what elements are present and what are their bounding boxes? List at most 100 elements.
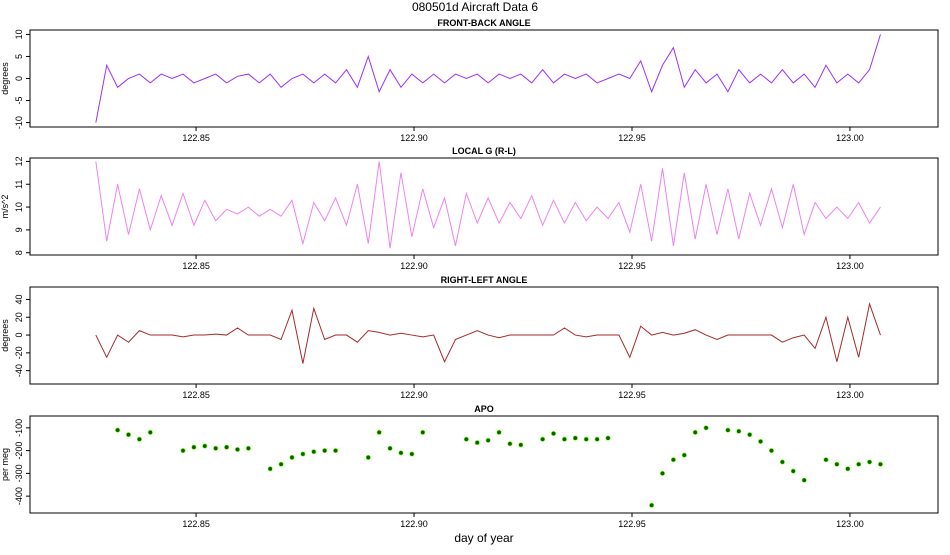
y-tick-label: -300 [14,464,24,482]
x-tick-label: 123.00 [836,519,864,529]
plot-frame [29,157,939,256]
panel-title: FRONT-BACK ANGLE [437,18,530,28]
data-point [725,427,731,433]
data-point [213,445,219,451]
data-point [311,449,317,455]
y-axis-label: m/s^2 [0,195,10,219]
y-tick-label: 40 [14,294,24,304]
data-point [605,435,611,441]
data-point [823,457,829,463]
x-tick-label: 122.85 [182,390,210,400]
y-tick-label: 10 [14,29,24,39]
data-point [758,439,764,445]
y-tick-label: 5 [14,54,24,59]
x-tick-label: 122.90 [400,519,428,529]
figure-title: 080501d Aircraft Data 6 [412,0,538,14]
panel-title: LOCAL G (R-L) [452,146,516,156]
data-point [126,432,132,438]
y-tick-label: 9 [14,227,24,232]
y-tick-label: 20 [14,312,24,322]
data-point [518,442,524,448]
data-point [147,429,153,435]
data-line [95,34,881,123]
y-tick-label: 10 [14,202,24,212]
data-point [224,444,230,450]
y-tick-label: 8 [14,250,24,255]
data-point [180,448,186,454]
y-tick-label: -5 [14,97,24,105]
data-point [583,436,589,442]
x-tick-label: 122.95 [618,519,646,529]
data-point [877,461,883,467]
data-point [398,450,404,456]
y-axis-label: per meg [0,448,10,481]
x-axis-label: day of year [454,531,513,545]
data-point [703,425,709,431]
data-point [507,441,513,447]
data-point [234,446,240,452]
x-tick-label: 122.95 [618,133,646,143]
panel: FRONT-BACK ANGLE degrees 122.85 122.90 122.9… [0,18,939,143]
x-tick-label: 123.00 [836,261,864,271]
data-point [136,436,142,442]
y-tick-label: -100 [14,419,24,437]
x-tick-label: 122.85 [182,519,210,529]
data-point [594,436,600,442]
data-point [267,466,273,472]
y-tick-label: -200 [14,442,24,460]
data-point [561,436,567,442]
y-tick-label: -400 [14,487,24,505]
data-point [551,431,557,437]
x-tick-label: 123.00 [836,133,864,143]
data-point [496,429,502,435]
data-point [202,443,208,449]
data-point [540,436,546,442]
data-point [801,477,807,483]
data-line [95,161,881,249]
y-tick-label: -20 [14,346,24,359]
data-point [115,427,121,433]
data-point [387,445,393,451]
x-tick-label: 123.00 [836,390,864,400]
data-point [660,470,666,476]
x-tick-label: 122.85 [182,261,210,271]
data-point [245,445,251,451]
data-point [768,448,774,454]
data-point [747,432,753,438]
x-tick-label: 122.90 [400,133,428,143]
data-point [681,452,687,458]
data-point [333,448,339,454]
data-point [572,435,578,441]
y-tick-label: 0 [14,76,24,81]
y-tick-label: 12 [14,156,24,166]
plot-frame [29,286,939,385]
data-point [409,451,415,457]
data-point [736,428,742,434]
plot-frame [29,415,939,514]
panel-title: APO [474,404,494,414]
data-line [95,302,881,364]
y-tick-label: 11 [14,180,24,189]
data-point [670,457,676,463]
x-tick-label: 122.90 [400,261,428,271]
plot-frame [29,29,939,128]
data-point [463,436,469,442]
y-tick-label: 0 [14,333,24,338]
panel: LOCAL G (R-L) m/s^2 122.85 122.90 122.95 123.… [0,146,939,271]
data-point [420,429,426,435]
data-point [485,437,491,443]
data-point [474,440,480,446]
x-tick-label: 122.85 [182,133,210,143]
data-point [649,502,655,508]
data-point [322,448,328,454]
panel: APO per meg day of year 122.85 122.90 122.95 1… [0,404,939,545]
y-tick-label: -40 [14,364,24,377]
data-point [834,461,840,467]
panel: RIGHT-LEFT ANGLE degrees 122.85 122.90 122.9… [0,275,939,400]
y-axis-label: degrees [0,62,10,95]
data-point [867,459,873,465]
y-axis-label: degrees [0,319,10,352]
data-point [790,468,796,474]
